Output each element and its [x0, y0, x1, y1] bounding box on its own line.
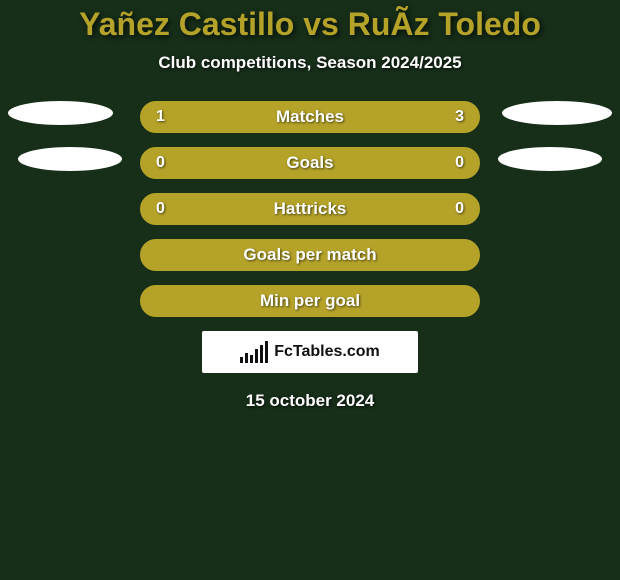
logo-bar [245, 353, 248, 363]
chart-icon [240, 341, 268, 363]
subtitle: Club competitions, Season 2024/2025 [0, 53, 620, 73]
stat-bar-min-per-goal: Min per goal [140, 285, 480, 317]
decorative-ellipse-right-2 [498, 147, 602, 171]
fctables-logo: FcTables.com [202, 331, 418, 373]
logo-bar [260, 345, 263, 363]
stat-left-value: 0 [156, 200, 165, 218]
logo-bar [255, 349, 258, 363]
stat-right-value: 3 [455, 108, 464, 126]
decorative-ellipse-left-1 [8, 101, 113, 125]
comparison-card: Yañez Castillo vs RuÃz Toledo Club compe… [0, 0, 620, 445]
stat-bar-goals-per-match: Goals per match [140, 239, 480, 271]
player1-name: Yañez Castillo [79, 6, 294, 42]
decorative-ellipse-left-2 [18, 147, 122, 171]
decorative-ellipse-right-1 [502, 101, 612, 125]
stat-row: Min per goal [0, 285, 620, 317]
stat-right-value: 0 [455, 154, 464, 172]
stat-left-value: 1 [156, 108, 165, 126]
player2-name: RuÃz Toledo [348, 6, 541, 42]
stats-rows: 1 Matches 3 0 Goals 0 0 Hattricks 0 Goal… [0, 101, 620, 317]
stat-right-value: 0 [455, 200, 464, 218]
logo-bar [265, 341, 268, 363]
stat-label: Hattricks [274, 199, 347, 219]
logo-bar [240, 357, 243, 363]
title: Yañez Castillo vs RuÃz Toledo [0, 6, 620, 43]
stat-bar-matches: 1 Matches 3 [140, 101, 480, 133]
stat-label: Matches [276, 107, 344, 127]
vs-label: vs [303, 6, 339, 42]
stat-label: Min per goal [260, 291, 360, 311]
stat-row: 0 Hattricks 0 [0, 193, 620, 225]
stat-bar-hattricks: 0 Hattricks 0 [140, 193, 480, 225]
logo-text: FcTables.com [274, 343, 380, 361]
date-text: 15 october 2024 [0, 391, 620, 411]
stat-left-value: 0 [156, 154, 165, 172]
logo-bar [250, 355, 253, 363]
stat-row: Goals per match [0, 239, 620, 271]
stat-bar-goals: 0 Goals 0 [140, 147, 480, 179]
stat-label: Goals per match [243, 245, 376, 265]
logo-container: FcTables.com [0, 331, 620, 373]
stat-label: Goals [286, 153, 333, 173]
